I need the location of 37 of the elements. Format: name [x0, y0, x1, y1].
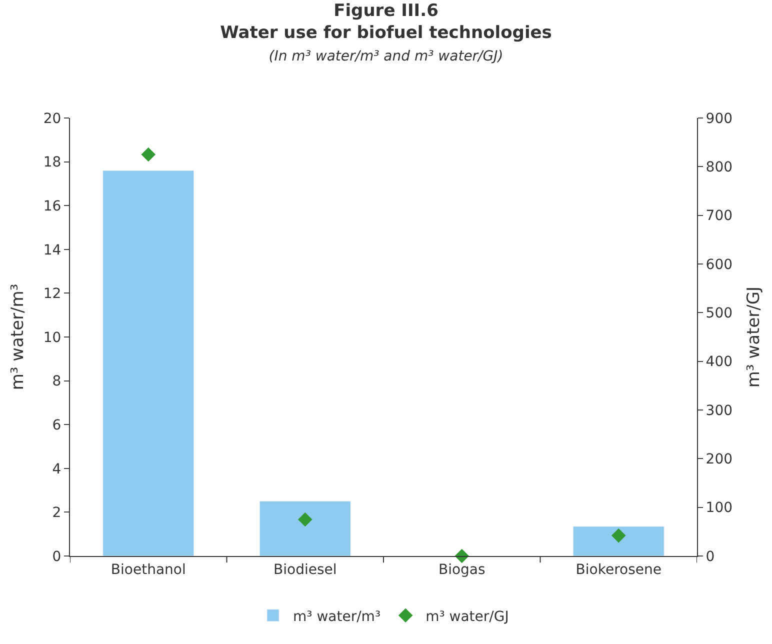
bar: [259, 501, 351, 556]
y-tick-label: 6: [52, 418, 62, 434]
x-tick-label: Bioethanol: [110, 562, 186, 578]
y2-tick-label: 700: [706, 208, 733, 224]
y2-tick-label: 100: [706, 500, 733, 516]
y2-tick-label: 400: [706, 354, 733, 370]
y-tick-label: 12: [43, 286, 62, 302]
y2-tick-label: 500: [706, 306, 733, 322]
y-axis-title: m³ water/m³: [8, 284, 28, 390]
y-tick-label: 20: [43, 110, 62, 127]
x-tick-label: Biogas: [438, 562, 486, 578]
y-tick-label: 10: [43, 330, 62, 346]
y-tick-label: 8: [52, 374, 62, 390]
y2-tick-label: 300: [706, 402, 733, 419]
y-tick-label: 14: [43, 242, 62, 258]
bar: [572, 526, 664, 556]
y2-tick-label: 200: [706, 452, 733, 468]
bar: [102, 170, 194, 556]
legend-label: m³ water/m³: [293, 608, 381, 625]
point: [141, 147, 156, 162]
point: [298, 512, 312, 527]
y-tick-label: 2: [52, 505, 62, 522]
legend-label: m³ water/GJ: [426, 608, 509, 625]
y2-axis-title: m³ water/GJ: [744, 286, 764, 388]
y2-tick-label: 900: [706, 110, 733, 127]
x-tick-label: Biodiesel: [274, 562, 337, 578]
y2-tick-label: 800: [706, 160, 733, 176]
y-tick-label: 0: [52, 548, 62, 565]
y2-tick-label: 0: [706, 548, 715, 565]
y-tick-label: 16: [43, 198, 62, 214]
y2-tick-label: 600: [706, 256, 733, 273]
point: [611, 528, 626, 543]
y-tick-label: 18: [43, 154, 62, 171]
y-tick-label: 4: [52, 461, 62, 478]
x-tick-label: Biokerosene: [576, 562, 662, 578]
chart-title: Figure III.6 Water use for biofuel technologies: [220, 1, 552, 44]
chart-subtitle: (In m³ water/m³ and m³ water/GJ): [268, 48, 504, 64]
